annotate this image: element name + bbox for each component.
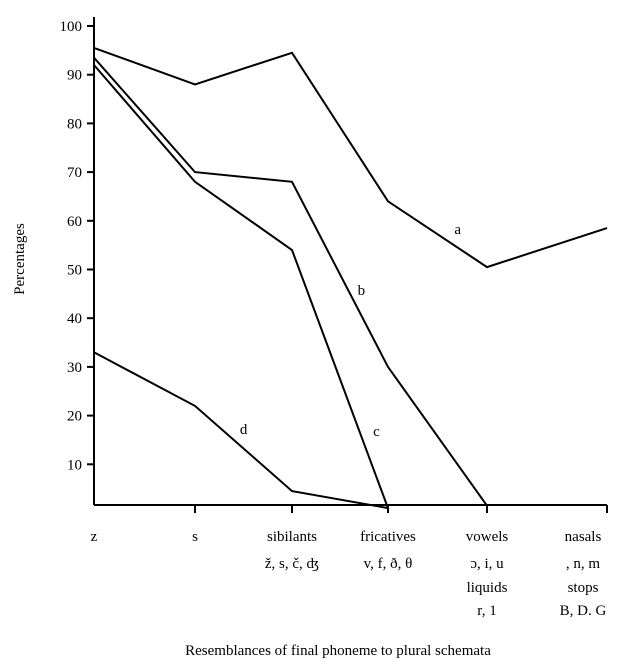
y-tick-label: 90 (67, 68, 82, 84)
y-tick-label: 10 (67, 457, 82, 473)
y-tick-label: 20 (67, 409, 82, 425)
x-tick-label: z (91, 529, 98, 545)
series-line-b (93, 57, 488, 507)
y-tick-label: 80 (67, 116, 82, 132)
y-tick-label: 50 (67, 263, 82, 279)
y-tick-label: 70 (67, 165, 82, 181)
y-axis-title: Percentages (12, 223, 28, 295)
series-label-b: b (358, 283, 366, 299)
y-tick-label: 40 (67, 311, 82, 327)
x-tick-label: , n, m (566, 556, 601, 572)
x-tick-label: ž, s, č, ʤ (265, 556, 319, 572)
x-tick-label: sibilants (267, 529, 317, 545)
series-line-a (93, 46, 608, 269)
y-tick-label: 100 (60, 19, 83, 35)
series-lines (93, 46, 608, 510)
x-tick-label: nasals (565, 529, 602, 545)
x-tick-label: ɔ, i, u (470, 556, 504, 572)
series-line-c (93, 64, 389, 509)
axes: 10 20 30 40 50 60 70 80 90 100 z s sibilants ž, s, č,… (60, 17, 608, 619)
x-tick-label: liquids (467, 580, 508, 596)
series-labels: a b c d (240, 222, 461, 440)
x-tick-label: s (192, 529, 198, 545)
y-tick-label: 30 (67, 360, 82, 376)
x-tick-label: v, f, ð, θ (364, 556, 413, 572)
series-line-d (93, 351, 389, 510)
x-tick-label: r, 1 (477, 603, 496, 619)
series-label-c: c (373, 424, 380, 440)
x-tick-label: fricatives (360, 529, 416, 545)
series-label-d: d (240, 422, 248, 438)
x-tick-label: stops (568, 580, 599, 596)
x-tick-label: vowels (466, 529, 509, 545)
x-axis-title: Resemblances of final phoneme to plural … (185, 643, 491, 659)
series-label-a: a (454, 222, 461, 238)
x-tick-label: B, D. G (560, 603, 607, 619)
y-tick-label: 60 (67, 214, 82, 230)
